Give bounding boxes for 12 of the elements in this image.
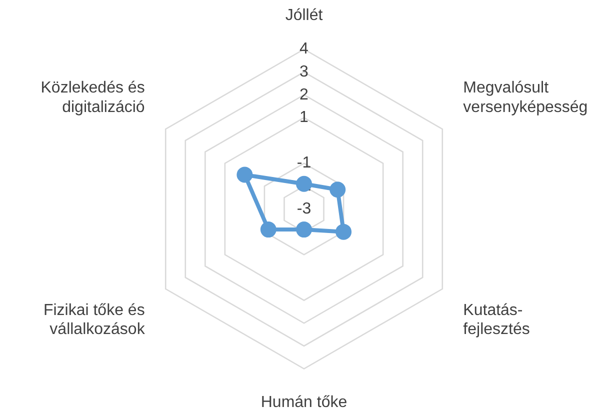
y-tick-label: 2 bbox=[300, 86, 309, 104]
y-tick-label: 1 bbox=[300, 109, 309, 126]
spoke-label: Jóllét bbox=[285, 7, 324, 24]
y-tick-label: -1 bbox=[296, 154, 312, 172]
y-tick-label: 3 bbox=[300, 63, 309, 80]
spoke-label: Megvalósult versenyképesség bbox=[463, 80, 588, 116]
spoke-label: Humán tőke bbox=[260, 394, 348, 411]
spoke-label: Közlekedés és digitalizáció bbox=[40, 80, 145, 116]
y-tick-label: 4 bbox=[300, 40, 309, 58]
y-tick-label: -3 bbox=[296, 200, 312, 218]
spoke-label: Kutatás-fejlesztés bbox=[463, 302, 530, 338]
spoke-label: Fizikai tőke és vállalkozások bbox=[43, 302, 146, 338]
